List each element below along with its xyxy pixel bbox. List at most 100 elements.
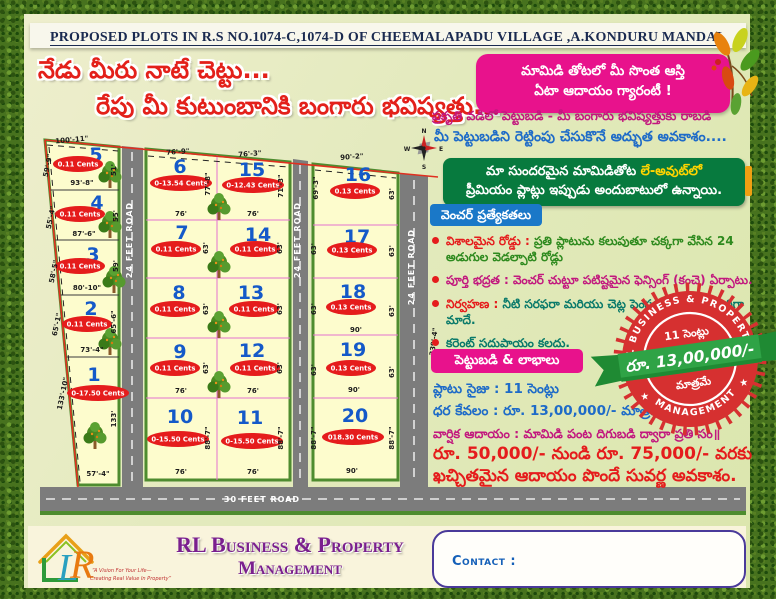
plot-number: 16 [345,164,371,186]
plot-number: 1 [87,364,100,386]
dim-label: 76'-3" [238,149,262,159]
logo-tagline-line1: “A Vision For Your Life— [92,568,152,574]
dim-label: 90' [348,386,360,394]
plot-number: 9 [173,341,186,363]
logo-tagline-line2: Creating Real Value In Property” [90,576,172,582]
plot-5: 5 0.11 Cents [53,144,103,172]
plot-number: 20 [342,405,368,427]
dim-label: 63' [202,242,210,254]
plot-number: 13 [238,282,264,304]
road-label-24ft: 24 FEET ROAD [125,202,134,278]
dim-label: 63' [388,245,396,257]
dim-label: 88'-7" [204,426,212,449]
plot-18: 18 0.13 Cents [326,281,376,315]
dim-label: 63' [276,362,284,374]
plot-cents: 0-15.50 Cents [151,436,204,444]
boundary-top [44,139,439,178]
premium-line1: మా సుందరమైన మామిడితోట లే-అవుట్‌లో [485,164,703,179]
plot-number: 2 [84,298,97,320]
promo-magenta-line: ప్రకృతి వడిలో పెట్టుబడి - మీ బంగారు భవిష… [432,108,712,123]
plot-number: 8 [172,282,185,304]
dim-label: 59' [112,260,120,272]
dim-label: 88'-7" [277,426,285,449]
plot-9: 9 0.11 Cents [150,341,200,376]
contact-box: Contact : [432,530,746,588]
plot-cents: 0.11 Cents [67,321,108,329]
compass-icon: N E S W [404,128,443,171]
bullet-icon [432,299,439,307]
guarantee-line2: ఏటా ఆదాయం గ్యారంటీ ! [534,83,672,99]
plot-cents: 0.13 Cents [332,247,373,255]
feature-item: పూర్తి భద్రత : వెంచర్ చుట్టూ పటిష్టమైన ఫ… [432,272,762,288]
dim-label: 88'-7" [310,426,318,449]
svg-text:E: E [439,146,443,153]
dim-label: 55' [112,210,120,222]
svg-text:S: S [422,164,426,171]
feature-item: కరెంట్ సదుపాయం కలదు. [432,335,762,351]
plot-number: 12 [239,340,265,362]
plot-4: 4 0.11 Cents [55,192,105,222]
dim-label: 57'-4" [86,470,109,478]
plot-number: 7 [175,222,188,244]
plot-number: 18 [340,281,366,303]
income-assurance-line: ఖచ్చితమైన ఆదాయం పొందే సువర్ణ అవకాశం. [433,466,737,486]
dim-label: 76' [247,387,259,395]
plot-19: 19 0.13 Cents [326,339,376,376]
promo-blue-line: మీ పెట్టుబడిని రెట్టింపు చేసుకొనే అద్భుత… [434,129,727,145]
plot-2: 2 0.11 Cents [62,298,112,332]
page-title: PROPOSED PLOTS IN R.S NO.1074-C,1074-D O… [49,30,727,46]
plot-cents: 0-13.54 Cents [154,180,207,188]
plot-number: 14 [245,224,271,246]
plot-8: 8 0.11 Cents [150,282,200,317]
plot-cents: 0.13 Cents [331,365,372,373]
dim-label: 76' [175,387,187,395]
title-bar: PROPOSED PLOTS IN R.S NO.1074-C,1074-D O… [30,23,746,48]
dim-label: 51' [110,164,118,176]
plot-14: 14 0.11 Cents [230,224,280,257]
plot-size-line: ప్లాటు సైజు : 11 సెంట్లు [433,381,559,397]
plot-number: 11 [237,407,263,429]
dim-label: 69'-3" [312,176,320,199]
plot-number: 15 [239,159,265,181]
badge-only: మాత్రమే [675,374,712,393]
feature-item: విశాలమైన రోడ్డు : ప్రతి ప్లాటును కలుపుతూ… [432,233,762,265]
guarantee-banner: మామిడి తోటలో మీ సొంత ఆస్తి ఏటా ఆదాయం గ్య… [476,54,730,113]
plot-13: 13 0.11 Cents [229,282,279,317]
dim-label: 63' [310,243,318,255]
dim-label: 63' [310,364,318,376]
plot-number: 10 [167,406,193,428]
plot-cents: 0.11 Cents [156,246,197,254]
bullet-icon [432,338,439,346]
star-icon: ★ [640,391,650,403]
logo-letter-r: R [69,542,94,587]
plot-16: 16 0.13 Cents [330,164,380,199]
dim-label: 93'-8" [70,179,93,187]
annual-income-line: వార్షిక ఆదాయం : మామిడి పంట దిగుబడి ద్వార… [433,426,721,441]
dim-label: 63' [276,303,284,315]
plot-20: 20 018.30 Cents [322,405,384,445]
price-line: ధర కేవలం : రూ. 13,00,000/- మాత్రమే [433,403,665,419]
plot-cents: 0-12.43 Cents [226,182,279,190]
dim-label: 65'-6" [110,310,118,333]
dim-label: 76' [247,468,259,476]
plot-cents: 0.11 Cents [155,365,196,373]
plot-cents: 0.11 Cents [60,263,101,271]
investment-header: పెట్టుబడి & లాభాలు [431,349,583,373]
dim-label: 77'-8" [204,172,212,195]
company-name-line1: RL Business & Property [176,532,404,557]
contact-label: Contact : [452,554,517,569]
company-name: RL Business & Property Management [150,532,430,580]
dim-label: 90'-2" [340,152,364,162]
dim-label: 76' [175,468,187,476]
plot-cents: 0.11 Cents [155,306,196,314]
plot-10: 10 0-15.50 Cents [147,406,209,447]
grass-strip [40,511,746,515]
plot-cents: 0.11 Cents [58,161,99,169]
svg-text:N: N [421,128,426,135]
plot-layout-map: 5 0.11 Cents 4 0.11 Cents 3 0.11 Cents 2… [40,128,746,515]
plot-cents: 0-17.50 Cents [71,390,124,398]
plot-cents: 0.13 Cents [331,304,372,312]
dim-label: 88'-7" [388,426,396,449]
plot-number: 19 [340,339,366,361]
dim-label: 76' [175,210,187,218]
